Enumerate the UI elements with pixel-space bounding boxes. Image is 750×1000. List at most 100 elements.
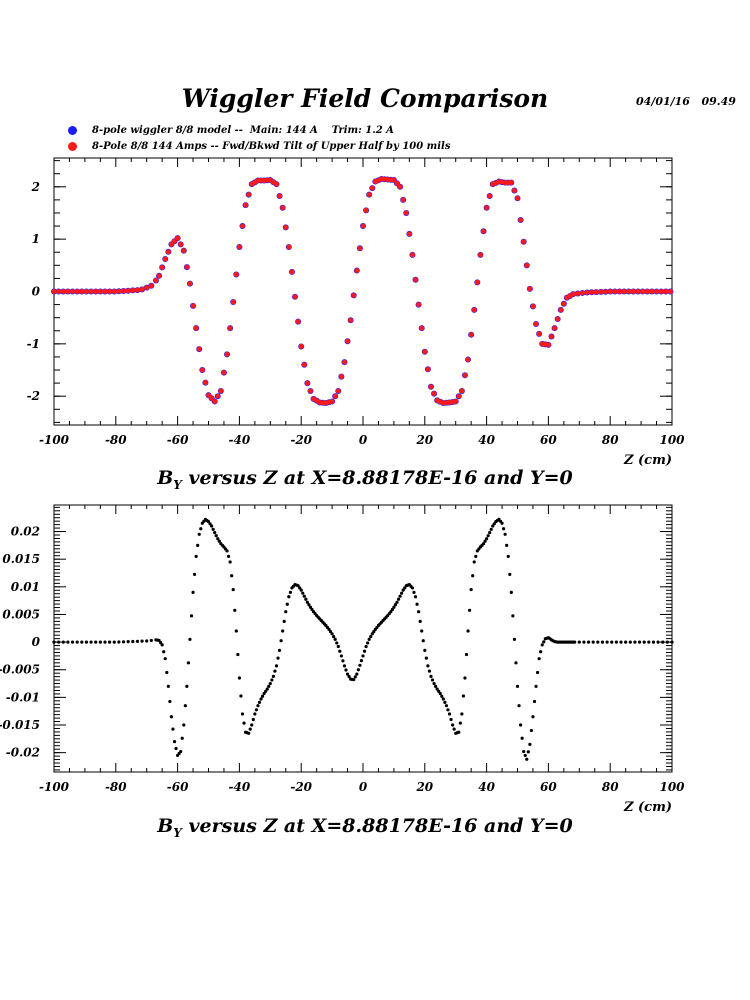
- data-point: [93, 289, 99, 294]
- data-point: [292, 294, 298, 300]
- data-point: [434, 684, 438, 688]
- data-point: [107, 289, 113, 294]
- data-point: [227, 325, 233, 331]
- data-point: [89, 640, 93, 644]
- data-point: [438, 691, 442, 696]
- data-point: [165, 249, 171, 255]
- y-tick-label: -0.015: [0, 718, 40, 732]
- data-point: [481, 228, 486, 234]
- data-point: [518, 723, 523, 727]
- data-point: [224, 351, 230, 357]
- data-point: [369, 185, 375, 191]
- data-point: [301, 591, 305, 595]
- data-point: [586, 640, 591, 644]
- data-point: [633, 640, 637, 644]
- y-tick-label: -1: [27, 337, 40, 351]
- data-point: [211, 527, 215, 531]
- data-point: [626, 289, 632, 294]
- data-point: [121, 288, 126, 294]
- data-point: [533, 321, 539, 327]
- data-point: [517, 704, 521, 708]
- data-point: [558, 307, 564, 313]
- data-point: [248, 727, 252, 731]
- data-point: [202, 380, 208, 386]
- data-point: [505, 543, 509, 547]
- data-point: [125, 288, 131, 294]
- data-point: [338, 649, 342, 653]
- data-point: [279, 639, 283, 643]
- data-point: [162, 650, 166, 654]
- data-point: [253, 712, 257, 716]
- data-point: [509, 590, 513, 594]
- data-point: [183, 704, 187, 708]
- data-point: [257, 700, 262, 704]
- data-point: [421, 639, 425, 643]
- data-point: [416, 302, 422, 308]
- data-point: [304, 380, 310, 386]
- data-point: [131, 639, 135, 644]
- data-point: [529, 728, 534, 733]
- data-point: [535, 670, 540, 675]
- data-point: [398, 594, 402, 598]
- x-tick-label: -60: [167, 433, 189, 447]
- data-point: [217, 539, 221, 543]
- data-point: [242, 721, 246, 725]
- data-point: [357, 245, 363, 251]
- data-point: [528, 742, 532, 746]
- x-tick-label: 0: [359, 780, 368, 794]
- data-point: [453, 398, 459, 404]
- data-point: [607, 289, 613, 294]
- data-point: [103, 640, 107, 644]
- data-point: [458, 721, 462, 725]
- data-point: [254, 708, 258, 712]
- data-point: [403, 210, 409, 216]
- data-point: [635, 289, 641, 294]
- data-point: [570, 291, 576, 297]
- y-tick-label: 0: [32, 285, 41, 299]
- x-tick-label: -60: [167, 780, 189, 794]
- data-point: [410, 586, 415, 590]
- data-point: [145, 639, 149, 643]
- data-point: [396, 597, 401, 601]
- data-point: [276, 656, 280, 660]
- data-point: [596, 640, 600, 644]
- data-point: [117, 640, 121, 644]
- data-point: [332, 393, 338, 399]
- legend-marker-blue: [68, 125, 77, 135]
- data-point: [446, 708, 450, 712]
- data-point: [231, 587, 235, 592]
- data-point: [501, 527, 506, 531]
- data-point: [422, 349, 428, 355]
- data-point: [347, 675, 351, 679]
- data-point: [108, 640, 112, 644]
- data-point: [656, 640, 660, 644]
- data-point: [459, 388, 465, 394]
- data-point: [280, 205, 286, 211]
- data-point: [518, 217, 524, 223]
- data-point: [243, 202, 249, 208]
- data-point: [61, 640, 65, 644]
- data-point: [356, 668, 360, 672]
- data-point: [651, 640, 656, 644]
- data-point: [52, 640, 56, 644]
- data-point: [178, 241, 184, 247]
- data-point: [140, 639, 144, 643]
- data-point: [228, 560, 232, 564]
- data-point: [97, 289, 103, 294]
- data-point: [282, 619, 286, 623]
- legend-item-model: 8-pole wiggler 8/8 model -- Main: 144 A …: [68, 122, 451, 138]
- data-point: [196, 346, 202, 352]
- data-point: [277, 193, 283, 199]
- data-point: [452, 727, 456, 731]
- data-point: [417, 610, 421, 614]
- data-point: [447, 712, 452, 716]
- data-point: [512, 637, 517, 641]
- data-point: [545, 342, 551, 348]
- data-point: [413, 595, 418, 599]
- data-point: [419, 325, 425, 331]
- data-point: [268, 681, 272, 686]
- chart-2: -100 -80 -60 -40 -20 0 20 40 60 80 100 Z (cm) -0.02 -…: [0, 504, 685, 815]
- data-point: [457, 730, 461, 734]
- data-point: [172, 238, 177, 244]
- data-point: [57, 640, 61, 644]
